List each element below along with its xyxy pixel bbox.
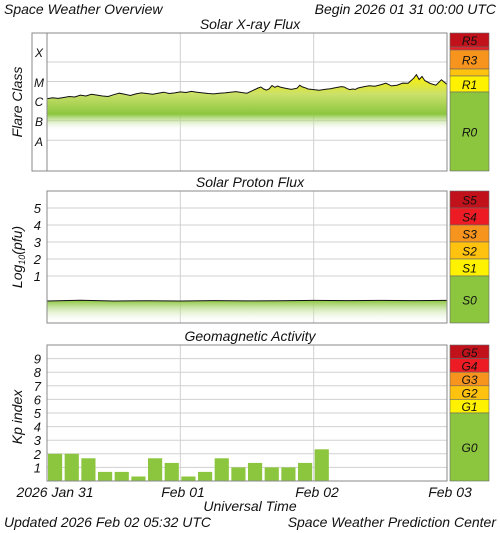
kp-scale-label-g0: G0 <box>461 441 477 455</box>
proton-ylabel: Log10(pfu) <box>9 226 27 288</box>
proton-scale-label-s2: S2 <box>462 245 477 259</box>
xray-scale-block <box>449 46 490 51</box>
xray-flux-line <box>47 73 447 100</box>
class-label-x: X <box>34 46 44 60</box>
kp-bar <box>48 453 63 481</box>
kp-y-tick: 5 <box>34 406 42 421</box>
kp-bar <box>148 458 163 481</box>
x-tick-label: 2026 Jan 31 <box>15 484 93 500</box>
x-tick-label: Feb 01 <box>161 484 205 500</box>
kp-ylabel: Kp index <box>9 389 25 444</box>
kp-bar <box>164 462 179 481</box>
footer-updated: Updated 2026 Feb 02 05:32 UTC <box>4 514 212 530</box>
kp-y-tick: 1 <box>34 460 41 475</box>
header-begin: Begin 2026 01 31 00:00 UTC <box>315 1 497 17</box>
proton-flux-area <box>47 300 447 323</box>
xray-scale-block <box>449 91 490 172</box>
xray-ylabel: Flare Class <box>9 67 25 138</box>
proton-scale-label-s4: S4 <box>462 211 477 225</box>
kp-bar <box>214 458 229 481</box>
kp-y-tick: 3 <box>34 433 42 448</box>
kp-bar <box>248 462 263 481</box>
xray-scale-label-r0: R0 <box>462 126 478 140</box>
proton-scale-label-s5: S5 <box>462 194 477 208</box>
kp-bar <box>181 476 196 481</box>
kp-bar <box>114 471 129 481</box>
kp-scale-block <box>449 412 490 482</box>
x-tick-label: Feb 02 <box>295 484 339 500</box>
proton-scale-label-s1: S1 <box>462 262 477 276</box>
kp-bar <box>231 467 246 481</box>
kp-y-tick: 7 <box>34 379 42 394</box>
proton-data-group <box>47 299 447 323</box>
kp-scale-label-g3: G3 <box>461 373 477 387</box>
xray-frame <box>46 32 448 172</box>
proton-frame <box>46 190 448 324</box>
kp-bar <box>281 467 296 481</box>
class-label-m: M <box>34 76 44 90</box>
xray-data-group <box>47 73 447 131</box>
footer-credit: Space Weather Prediction Center <box>288 514 498 530</box>
x-axis-label: Universal Time <box>203 498 296 514</box>
xray-scale-label-r1: R1 <box>462 78 477 92</box>
xray-scale-label-r5: R5 <box>462 34 478 48</box>
proton-y-tick: 2 <box>33 252 42 267</box>
kp-y-tick: 8 <box>34 365 42 380</box>
proton-y-tick: 5 <box>34 201 42 216</box>
class-label-c: C <box>35 95 44 109</box>
kp-bar <box>81 458 96 481</box>
proton-y-tick: 1 <box>34 269 41 284</box>
kp-bar <box>131 476 146 481</box>
proton-scale-label-s3: S3 <box>462 228 477 242</box>
kp-bar <box>98 471 113 481</box>
xray-scale-label-r3: R3 <box>462 54 478 68</box>
kp-y-tick: 4 <box>34 420 41 435</box>
x-tick-label: Feb 03 <box>428 484 472 500</box>
kp-bar <box>314 449 329 481</box>
kp-scale-label-g1: G1 <box>461 400 477 414</box>
kp-bar <box>264 467 279 481</box>
kp-frame <box>46 344 448 482</box>
kp-y-tick: 2 <box>33 447 42 462</box>
kp-scale-label-g5: G5 <box>461 346 477 360</box>
proton-title: Solar Proton Flux <box>196 174 305 190</box>
xray-title: Solar X-ray Flux <box>200 16 301 32</box>
proton-scale-label-s0: S0 <box>462 294 477 308</box>
proton-y-tick: 3 <box>34 235 42 250</box>
header-title: Space Weather Overview <box>4 1 163 17</box>
xray-scale-block <box>449 68 490 77</box>
kp-scale-label-g2: G2 <box>461 387 477 401</box>
class-label-b: B <box>35 115 43 129</box>
proton-y-tick: 4 <box>34 218 41 233</box>
kp-y-tick: 9 <box>34 352 41 367</box>
class-label-a: A <box>34 135 43 149</box>
kp-scale-label-g4: G4 <box>461 359 477 373</box>
kp-bar <box>198 471 213 481</box>
proton-flux-line <box>47 299 447 302</box>
kp-bar <box>298 462 313 481</box>
kp-y-tick: 6 <box>34 392 42 407</box>
kp-title: Geomagnetic Activity <box>185 328 317 344</box>
kp-bar <box>64 453 79 481</box>
proton-scale-block <box>449 275 490 324</box>
